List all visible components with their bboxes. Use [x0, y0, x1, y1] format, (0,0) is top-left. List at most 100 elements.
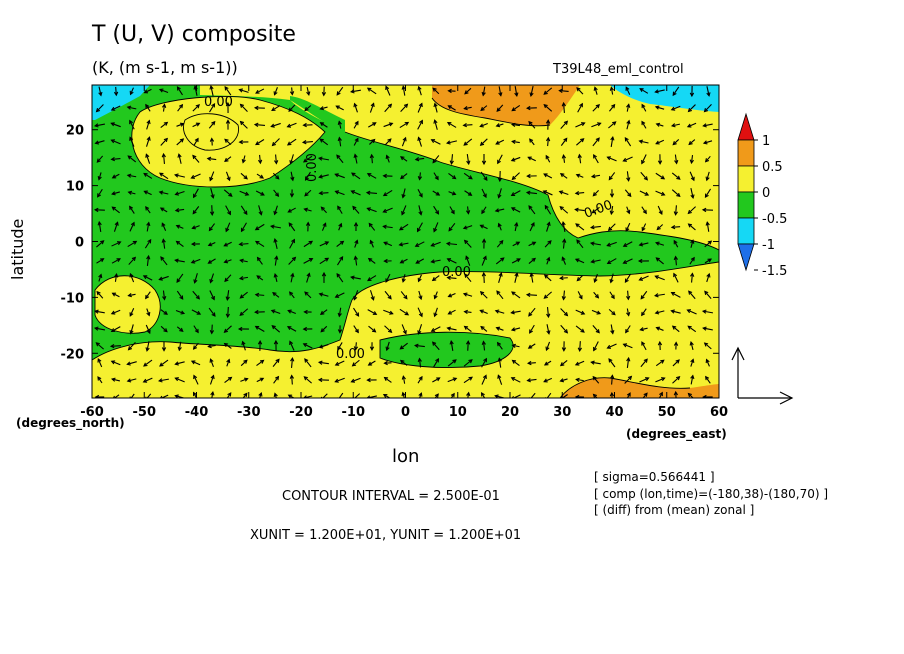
wind-vector	[303, 207, 312, 212]
wind-vector	[336, 154, 344, 164]
wind-vector	[304, 105, 312, 112]
wind-vector	[672, 375, 681, 384]
wind-vector	[158, 190, 169, 195]
wind-vector	[672, 139, 680, 146]
wind-vector	[256, 377, 265, 383]
wind-vector	[225, 290, 230, 301]
wind-vector	[209, 205, 215, 216]
wind-vector	[592, 103, 600, 112]
wind-vector	[334, 360, 345, 366]
wind-vector	[238, 241, 249, 247]
colorbar-swatch	[737, 217, 755, 245]
wind-vector	[336, 272, 344, 283]
wind-vector	[481, 86, 486, 97]
wind-vector	[160, 325, 168, 333]
wind-vector	[238, 88, 249, 93]
wind-vector	[353, 307, 360, 317]
wind-vector	[190, 241, 200, 247]
vector-units: XUNIT = 1.200E+01, YUNIT = 1.200E+01	[250, 528, 522, 543]
wind-vector	[129, 324, 134, 335]
wind-vector	[303, 258, 314, 264]
wind-vector	[687, 392, 694, 398]
wind-vector	[337, 205, 343, 214]
wind-vector	[430, 326, 441, 332]
wind-vector	[657, 340, 663, 350]
wind-vector	[270, 122, 281, 128]
wind-vector	[174, 361, 185, 366]
wind-vector	[529, 138, 535, 146]
wind-vector	[110, 377, 121, 382]
wind-vector	[510, 190, 521, 196]
wind-vector	[626, 119, 631, 130]
wind-vector	[209, 358, 214, 367]
wind-vector	[174, 258, 185, 263]
colorbar-label: 0.5	[762, 160, 783, 175]
wind-vector	[209, 374, 215, 385]
wind-vector	[511, 359, 520, 367]
wind-vector	[673, 341, 679, 350]
x-tick-label: -40	[185, 405, 209, 420]
wind-vector	[110, 139, 121, 145]
wind-vector	[144, 238, 152, 249]
wind-vector	[190, 173, 201, 179]
wind-vector	[417, 307, 423, 318]
wind-vector	[160, 137, 169, 146]
wind-vector	[94, 394, 105, 398]
wind-vector	[480, 105, 488, 112]
wind-vector	[655, 172, 666, 180]
wind-vector	[289, 374, 295, 385]
y-tick-label: 0	[75, 236, 84, 251]
wind-vector	[113, 221, 119, 232]
wind-vector	[225, 119, 231, 130]
wind-vector	[414, 241, 425, 247]
wind-vector	[704, 155, 711, 163]
wind-vector	[689, 85, 695, 98]
wind-vector	[610, 135, 615, 148]
wind-vector	[528, 120, 536, 129]
info-line: [ sigma=0.566441 ]	[594, 470, 715, 484]
wind-vector	[705, 375, 711, 384]
wind-vector	[560, 394, 568, 398]
wind-vector	[498, 86, 503, 97]
wind-vector	[431, 275, 440, 282]
wind-vector	[290, 356, 295, 368]
wind-vector	[705, 171, 710, 182]
wind-vector	[351, 359, 360, 367]
wind-vector	[626, 206, 631, 215]
wind-vector	[448, 191, 457, 196]
wind-vector	[622, 241, 633, 247]
wind-vector	[368, 122, 377, 128]
wind-vector	[143, 88, 152, 94]
wind-vector	[383, 258, 392, 264]
wind-vector	[400, 291, 408, 300]
wind-vector	[591, 309, 602, 315]
wind-vector	[385, 154, 390, 163]
wind-vector	[145, 205, 151, 214]
wind-vector	[464, 87, 472, 95]
wind-vector	[673, 255, 679, 266]
wind-vector	[174, 173, 185, 178]
wind-vector	[127, 190, 136, 195]
wind-vector	[270, 309, 281, 315]
wind-vector	[527, 156, 536, 162]
wind-vector	[237, 326, 249, 332]
wind-vector	[253, 122, 266, 127]
wind-vector	[241, 155, 246, 164]
wind-vector	[382, 173, 393, 179]
wind-vector	[655, 257, 664, 265]
wind-vector	[591, 122, 602, 128]
wind-vector	[384, 325, 393, 334]
wind-vector	[145, 103, 151, 112]
wind-vector	[514, 221, 519, 232]
wind-vector	[208, 120, 216, 129]
wind-vector	[254, 223, 265, 231]
wind-vector	[706, 272, 711, 283]
wind-vector	[561, 101, 566, 114]
wind-vector	[143, 190, 152, 196]
wind-vector	[207, 258, 216, 264]
wind-vector	[701, 309, 714, 314]
wind-vector	[446, 140, 457, 145]
wind-vector	[96, 155, 104, 163]
info-line: [ comp (lon,time)=(-180,38)-(180,70) ]	[594, 487, 829, 501]
wind-vector	[417, 375, 423, 384]
